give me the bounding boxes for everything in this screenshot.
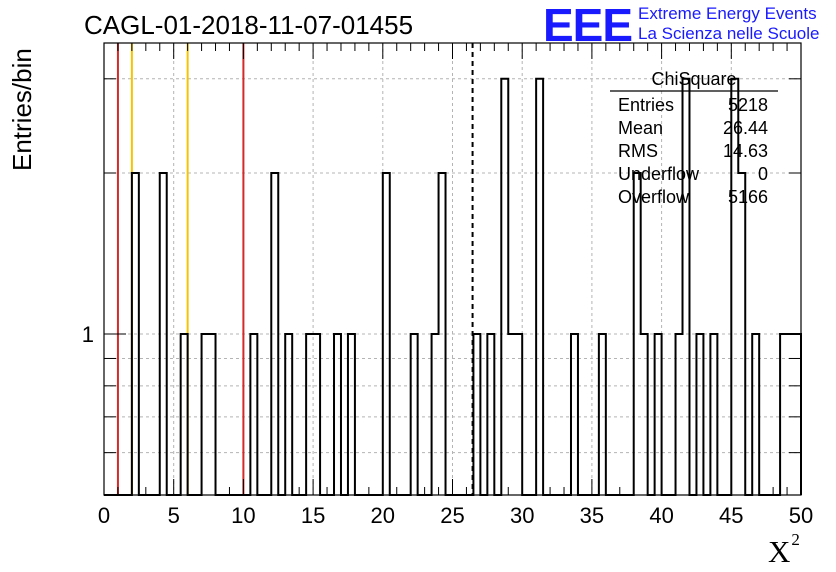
histogram-bin	[271, 173, 278, 495]
histogram-bin	[209, 334, 216, 495]
histogram-bin	[181, 334, 188, 495]
histogram-bin	[202, 334, 209, 495]
histogram-bin	[571, 334, 578, 495]
histogram-bin	[634, 173, 641, 495]
histogram-bin	[334, 334, 341, 495]
histogram-bin	[160, 173, 167, 495]
x-axis-label-main: X	[768, 534, 791, 569]
histogram-bin	[696, 334, 703, 495]
eee-logo-line2: La Scienza nelle Scuole	[638, 24, 820, 43]
histogram-bin	[432, 334, 439, 495]
x-tick-label: 35	[580, 503, 604, 528]
histogram-bin	[738, 173, 745, 495]
histogram-bin	[599, 334, 606, 495]
histogram-bin	[411, 334, 418, 495]
x-tick-label: 5	[168, 503, 180, 528]
histogram-bin	[683, 79, 690, 495]
y-tick-label: 1	[82, 322, 94, 347]
stats-row-label: Overflow	[618, 187, 690, 207]
stats-row-label: Entries	[618, 95, 674, 115]
x-tick-label: 25	[440, 503, 464, 528]
histogram-bin	[132, 173, 139, 495]
stats-row-label: RMS	[618, 141, 658, 161]
stats-box-title: ChiSquare	[651, 69, 736, 89]
histogram-bin	[780, 334, 787, 495]
x-axis-label: X2	[768, 530, 800, 570]
histogram-bin	[250, 334, 257, 495]
eee-logo: EEE	[543, 0, 633, 51]
x-axis-label-superscript: 2	[791, 529, 800, 549]
histogram-bin	[285, 334, 292, 495]
x-tick-label: 20	[371, 503, 395, 528]
stats-row-value: 5166	[728, 187, 768, 207]
histogram-bin	[383, 173, 390, 495]
x-tick-label: 45	[719, 503, 743, 528]
stats-row-label: Underflow	[618, 164, 700, 184]
histogram-bin	[536, 79, 543, 495]
x-tick-label: 30	[510, 503, 534, 528]
x-tick-label: 40	[649, 503, 673, 528]
histogram-bin	[508, 334, 515, 495]
histogram-bin	[473, 334, 480, 495]
stats-row-label: Mean	[618, 118, 663, 138]
histogram-bin	[348, 334, 355, 495]
x-tick-label: 15	[301, 503, 325, 528]
histogram-bin	[676, 334, 683, 495]
x-tick-label: 50	[789, 503, 813, 528]
histogram-bin	[487, 334, 494, 495]
histogram-bin	[306, 334, 313, 495]
histogram-bin	[439, 173, 446, 495]
stats-row-value: 0	[758, 164, 768, 184]
histogram-bin	[501, 79, 508, 495]
histogram-bin	[641, 334, 648, 495]
histogram-bin	[655, 334, 662, 495]
x-tick-label: 10	[231, 503, 255, 528]
histogram-bin	[710, 334, 717, 495]
x-tick-label: 0	[98, 503, 110, 528]
histogram-bin	[515, 334, 522, 495]
histogram-bin	[313, 334, 320, 495]
stats-row-value: 26.44	[723, 118, 768, 138]
stats-row-value: 5218	[728, 95, 768, 115]
eee-logo-line1: Extreme Energy Events	[638, 4, 817, 23]
chart-title: CAGL-01-2018-11-07-01455	[84, 10, 414, 40]
histogram-bin	[752, 334, 759, 495]
stats-row-value: 14.63	[723, 141, 768, 161]
